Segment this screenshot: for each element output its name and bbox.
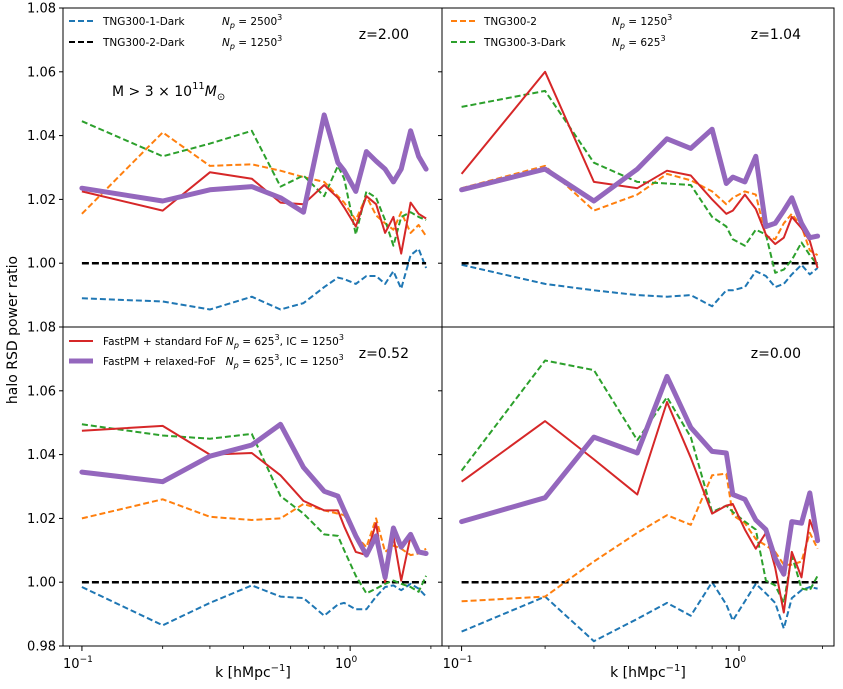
series-line-tng3dark [460,359,819,604]
y-tick-label: 1.02 [27,193,56,208]
panel-z1: z=1.04 [438,7,835,328]
legend-np-tng1: Np = 25003 [222,13,282,30]
legend-top-left: TNG300-1-Dark Np = 25003 TNG300-2-Dark N… [69,13,282,51]
x-tick-label: 100 [724,655,747,672]
legend-bottom-left: FastPM + standard FoF Np = 6253, IC = 125… [69,333,344,370]
x-tick-label: 10−1 [443,655,473,672]
series-line-tng2 [461,164,819,257]
panel-z2: 1.00 1.02 1.04 1.06 1.08 z=2.00 [27,2,443,328]
series-group [459,70,821,308]
legend-label-tng3dark: TNG300-3-Dark [483,37,567,49]
legend-label-relaxed: FastPM + relaxed-FoF Np = 6253, IC = 1250… [103,353,344,370]
legend-np-tng3dark: Np = 6253 [612,34,666,51]
series-line-tng1 [461,263,819,308]
series-line-relaxed [459,126,821,241]
redshift-label: z=0.52 [359,346,409,362]
series-line-relaxed [79,421,429,580]
y-tick-label: 1.08 [27,321,56,336]
mass-threshold-label: M > 3 × 1011M⊙ [112,81,225,103]
series-line-fof [81,171,427,255]
series-line-fof [81,424,427,584]
y-tick-label: 1.04 [27,448,56,463]
y-tick-label: 1.00 [27,257,56,272]
series-line-relaxed [459,373,821,577]
legend-label-tng2dark: TNG300-2-Dark [102,37,186,49]
y-tick-label: 0.98 [27,640,56,655]
series-line-tng3dark [461,89,819,274]
legend-label-fof: FastPM + standard FoF Np = 6253, IC = 125… [103,333,344,350]
legend-np-tng2dark: Np = 12503 [222,34,282,51]
y-axis-label: halo RSD power ratio [5,256,21,404]
legend-top-right: TNG300-2 Np = 12503 TNG300-3-Dark Np = 6… [451,13,672,51]
x-axis-label-left: k [hMpc−1] [215,663,291,681]
panel-frame [62,326,443,647]
y-tick-label: 1.06 [27,65,56,80]
redshift-label: z=0.00 [751,346,801,362]
panel-z052: 0.98 1.00 1.02 1.04 1.06 1.08 10−1 100 z=0.52 [27,321,443,672]
series-line-tng1 [461,581,818,643]
y-tick-label: 1.02 [27,512,56,527]
series-line-tng1 [81,247,428,311]
series-line-fof [461,401,819,614]
redshift-label: z=2.00 [359,27,409,43]
series-line-tng2 [81,498,427,557]
legend-label-tng2: TNG300-2 [483,16,537,28]
series-line-tng3dark [81,120,427,247]
series-group [79,112,429,311]
series-line-tng3dark [81,423,428,595]
series-line-tng2 [461,472,819,603]
legend-np-tng2: Np = 12503 [612,13,672,30]
x-tick-label: 100 [335,655,358,672]
series-line-fof [460,70,819,269]
y-tick-label: 1.08 [27,2,56,17]
series-line-tng2 [81,131,427,237]
panel-z0: 10−1 100 z=0.00 [438,326,835,672]
series-line-tng1 [81,582,427,627]
panel-frame [441,326,835,647]
series-line-relaxed [79,112,429,215]
x-axis-label-right: k [hMpc−1] [610,663,686,681]
legend-label-tng1: TNG300-1-Dark [102,16,186,28]
y-tick-label: 1.04 [27,129,56,144]
y-tick-label: 1.00 [27,576,56,591]
x-tick-label: 10−1 [63,655,93,672]
series-group [459,359,821,643]
redshift-label: z=1.04 [751,27,801,43]
y-tick-label: 1.06 [27,384,56,399]
series-group [79,421,429,627]
